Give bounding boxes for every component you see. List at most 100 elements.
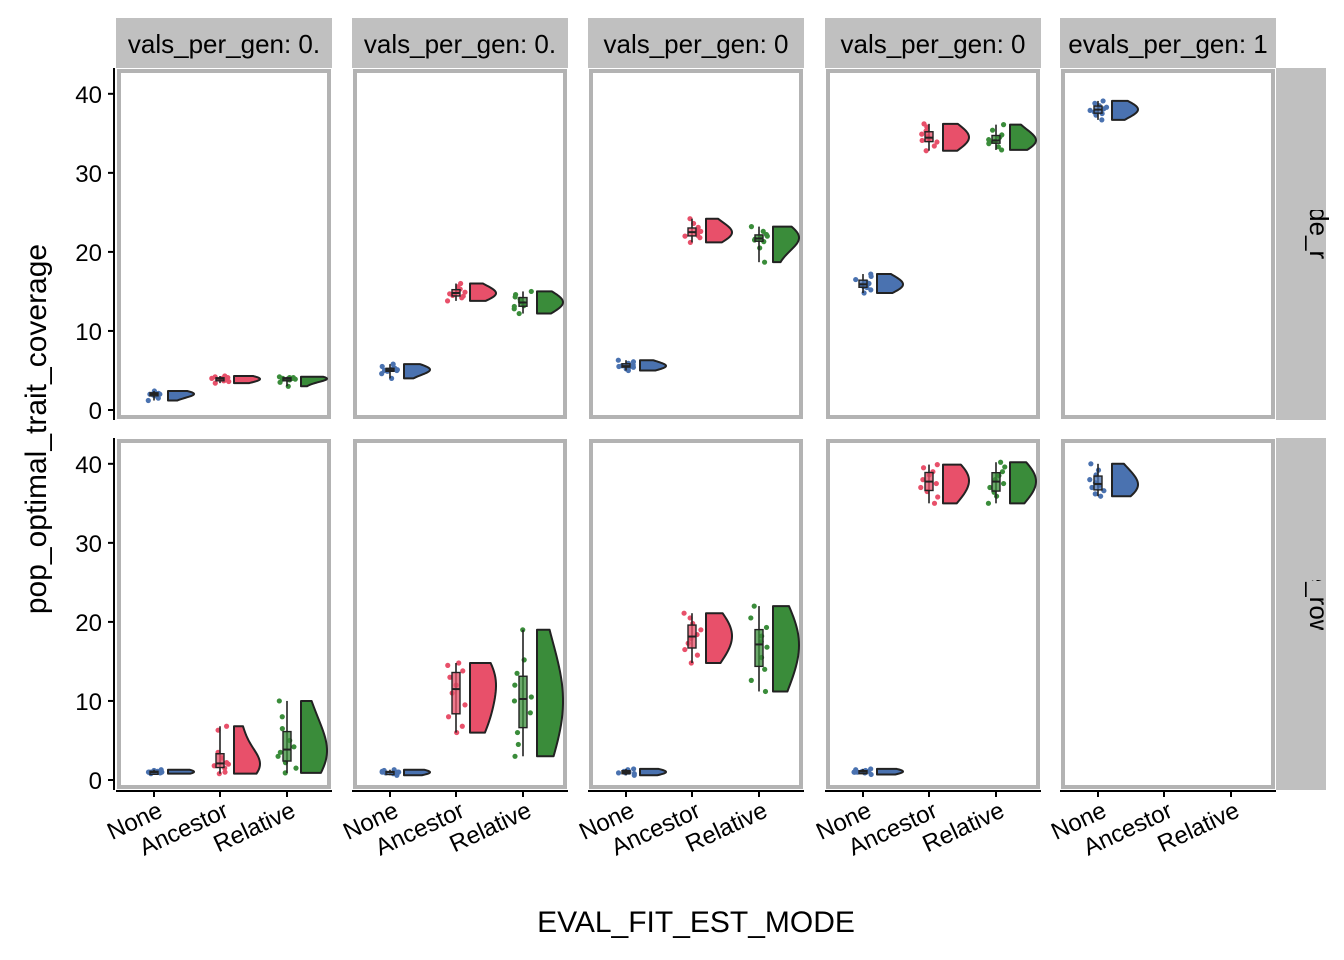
- data-point: [853, 767, 859, 773]
- data-point: [995, 144, 1001, 150]
- data-point: [279, 726, 285, 732]
- column-strip-bg: [588, 18, 804, 68]
- y-tick-label: 20: [75, 240, 102, 267]
- data-point: [985, 500, 992, 506]
- data-point: [1088, 461, 1094, 467]
- data-point: [1100, 98, 1106, 104]
- y-tick-label: 0: [89, 398, 102, 425]
- data-point: [1098, 493, 1104, 499]
- data-point: [1103, 104, 1110, 110]
- data-point: [1002, 464, 1008, 470]
- raincloud-group: [615, 357, 667, 374]
- raincloud-group: [209, 373, 261, 386]
- violin-half: [167, 390, 195, 402]
- data-point: [276, 374, 283, 380]
- data-point: [447, 291, 453, 297]
- raincloud-group: [919, 121, 970, 154]
- box: [754, 628, 764, 668]
- column-strip-bg: [825, 18, 1041, 68]
- y-tick-label: 0: [89, 768, 102, 795]
- box: [991, 134, 1001, 144]
- raincloud-group: [145, 767, 195, 777]
- data-point: [631, 766, 637, 772]
- raincloud-group: [1087, 98, 1139, 123]
- data-point: [987, 484, 993, 491]
- data-point: [748, 615, 754, 621]
- data-point: [853, 276, 859, 283]
- data-point: [460, 668, 466, 674]
- row-strip: eval_mode_row: down-sam: [1276, 438, 1334, 790]
- column-strip-label: vals_per_gen: 0.: [364, 29, 556, 59]
- raincloud-group: [615, 766, 667, 778]
- data-point: [615, 357, 621, 363]
- panel-border: [1061, 69, 1275, 419]
- data-point: [935, 494, 941, 500]
- data-point: [1089, 484, 1095, 491]
- column-strip: evals_per_gen: 1: [1060, 18, 1276, 68]
- data-point: [681, 610, 687, 616]
- data-point: [989, 127, 996, 133]
- data-point: [512, 753, 518, 759]
- violin-half: [233, 375, 261, 385]
- violin-half: [536, 628, 564, 758]
- data-point: [511, 303, 517, 310]
- violin-half: [1111, 462, 1139, 498]
- data-point: [279, 714, 285, 720]
- data-point: [1092, 491, 1098, 497]
- data-point: [919, 137, 925, 144]
- panel-border: [589, 439, 803, 789]
- data-point: [933, 480, 939, 487]
- data-point: [986, 137, 992, 143]
- data-point: [1087, 107, 1093, 114]
- y-tick-label: 20: [75, 610, 102, 637]
- row-strip-label: eval_mode_row: cohort: [1304, 109, 1334, 380]
- data-point: [931, 143, 937, 149]
- raincloud-group: [1087, 461, 1139, 499]
- violin-half: [942, 463, 970, 505]
- data-point: [212, 380, 218, 386]
- data-point: [931, 500, 938, 506]
- data-point: [923, 148, 929, 154]
- violin-half: [942, 122, 970, 152]
- column-strip-label: vals_per_gen: 0: [840, 29, 1025, 59]
- raincloud-group: [511, 627, 564, 759]
- raincloud-group: [379, 767, 431, 778]
- raincloud-group: [985, 459, 1037, 506]
- raincloud-group: [748, 603, 800, 695]
- data-point: [445, 662, 451, 668]
- data-point: [275, 753, 281, 759]
- data-point: [631, 771, 637, 777]
- raincloud-group: [681, 610, 733, 666]
- data-point: [934, 139, 940, 145]
- column-strip: vals_per_gen: 0: [825, 18, 1041, 68]
- violin-half: [876, 767, 904, 776]
- panel-border: [353, 439, 567, 789]
- data-point: [222, 769, 228, 775]
- column-strip-bg: [352, 18, 568, 68]
- data-point: [1000, 480, 1007, 487]
- data-point: [682, 646, 688, 653]
- data-point: [921, 121, 927, 127]
- y-tick-label: 40: [75, 82, 102, 109]
- data-point: [514, 670, 520, 676]
- violin-half: [639, 767, 667, 777]
- raincloud-group: [682, 216, 733, 246]
- column-strip-label: vals_per_gen: 0: [603, 29, 788, 59]
- data-point: [514, 729, 521, 736]
- raincloud-group: [918, 462, 970, 506]
- column-strip: vals_per_gen: 0.: [352, 18, 568, 68]
- column-strip-label: vals_per_gen: 0.: [128, 29, 320, 59]
- panel-border: [353, 69, 567, 419]
- data-point: [761, 259, 768, 265]
- raincloud-group: [851, 766, 904, 778]
- violin-half: [233, 725, 261, 775]
- y-tick-label: 30: [75, 161, 102, 188]
- violin-half: [469, 662, 497, 734]
- panel-border: [589, 69, 803, 419]
- violin-half: [536, 290, 564, 315]
- data-point: [528, 288, 534, 295]
- y-tick-label: 10: [75, 319, 102, 346]
- violin-half: [167, 768, 195, 775]
- data-point: [528, 694, 534, 700]
- data-point: [462, 702, 468, 708]
